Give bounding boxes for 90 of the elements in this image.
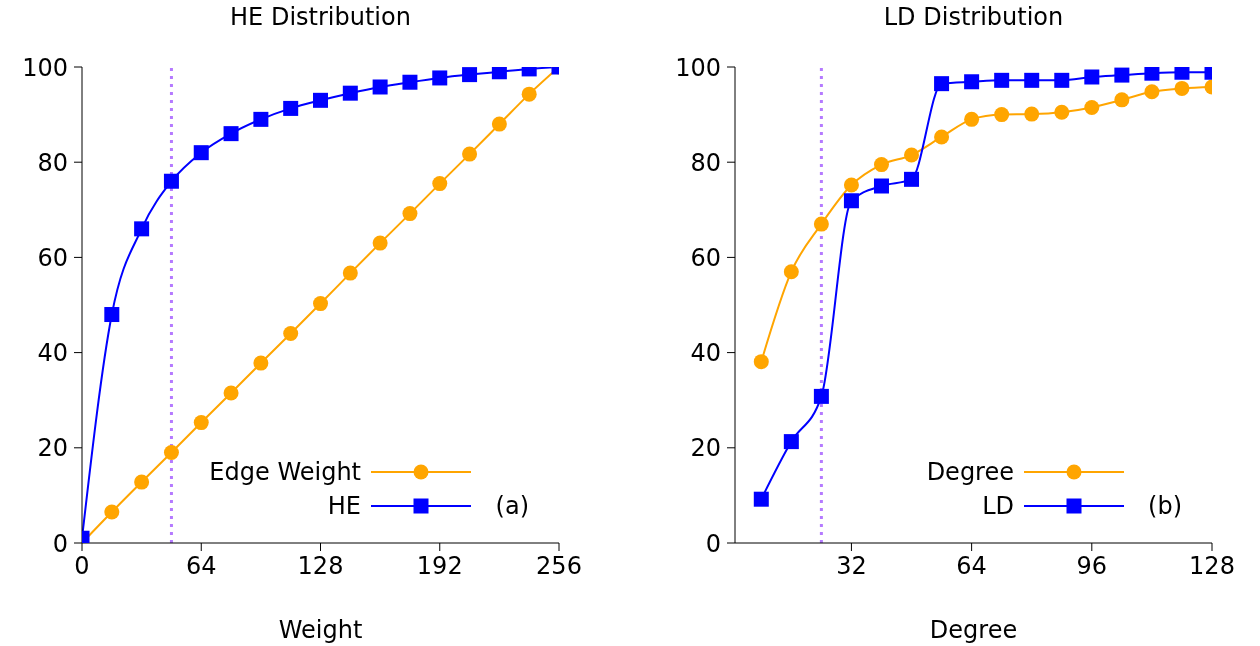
- x-tick-label: 64: [185, 552, 217, 581]
- point: [843, 177, 859, 193]
- x-tick-label: 128: [1189, 552, 1235, 581]
- point: [491, 116, 507, 132]
- point: [994, 107, 1010, 123]
- point: [163, 173, 179, 189]
- x-tick-label: 192: [416, 552, 463, 581]
- point: [253, 111, 269, 127]
- y-tick-label: 100: [675, 53, 721, 82]
- y-tick-label: 60: [690, 243, 721, 272]
- x-axis-title: Weight: [278, 616, 363, 644]
- point: [873, 157, 889, 173]
- point: [1174, 80, 1190, 96]
- point: [193, 415, 209, 431]
- y-tick-label: 80: [37, 148, 68, 177]
- y-tick-label: 60: [37, 243, 68, 272]
- point: [873, 178, 889, 194]
- point: [342, 85, 358, 101]
- legend-label: Degree: [926, 458, 1014, 486]
- legend-label: LD: [982, 492, 1014, 520]
- point: [372, 79, 388, 95]
- point: [402, 206, 418, 222]
- point: [1024, 106, 1040, 122]
- x-tick-label: 32: [836, 552, 867, 581]
- point: [134, 221, 150, 237]
- x-axis-title: Degree: [929, 616, 1018, 644]
- point: [994, 72, 1010, 88]
- point: [753, 354, 769, 370]
- point: [1024, 72, 1040, 88]
- point: [1174, 67, 1190, 80]
- annotation: (a): [495, 491, 529, 522]
- point: [934, 76, 950, 92]
- y-tick-label: 0: [52, 529, 68, 558]
- legend-label: HE: [327, 492, 361, 520]
- y-tick-label: 40: [37, 339, 68, 368]
- point: [1084, 99, 1100, 115]
- point: [402, 74, 418, 90]
- point: [104, 504, 120, 520]
- point: [783, 434, 799, 450]
- point: [462, 67, 478, 83]
- x-tick-label: 128: [297, 552, 344, 581]
- point: [432, 70, 448, 86]
- point: [934, 129, 950, 145]
- y-tick-label: 0: [705, 529, 721, 558]
- point: [1114, 92, 1130, 108]
- point: [283, 100, 299, 116]
- chart-title: LD Distribution: [882, 2, 1065, 33]
- point: [134, 474, 150, 490]
- x-tick-label: 0: [74, 552, 90, 581]
- point: [813, 388, 829, 404]
- chart-title: HE Distribution: [229, 2, 412, 33]
- point: [163, 445, 179, 461]
- point: [313, 92, 328, 108]
- y-tick-label: 20: [37, 434, 68, 463]
- point: [813, 216, 829, 232]
- point: [104, 307, 120, 323]
- point: [1054, 104, 1070, 120]
- x-tick-label: 96: [1076, 552, 1108, 581]
- point: [1084, 69, 1100, 85]
- point: [462, 146, 478, 162]
- x-tick-label: 64: [956, 552, 987, 581]
- y-tick-label: 100: [22, 53, 68, 82]
- point: [1144, 84, 1160, 100]
- y-tick-label: 80: [690, 148, 721, 177]
- y-tick-label: 20: [690, 434, 721, 463]
- point: [904, 147, 920, 163]
- point: [491, 67, 507, 80]
- point: [964, 111, 980, 127]
- annotation: (b): [1148, 491, 1182, 522]
- point: [193, 145, 209, 161]
- point: [313, 296, 328, 312]
- point: [223, 126, 239, 142]
- point: [1114, 67, 1130, 83]
- point: [342, 265, 358, 281]
- point: [1144, 67, 1160, 81]
- point: [753, 491, 769, 507]
- point: [904, 171, 920, 187]
- legend-label: Edge Weight: [209, 458, 361, 486]
- point: [521, 86, 537, 102]
- point: [1054, 72, 1070, 88]
- x-tick-label: 256: [536, 552, 582, 581]
- point: [223, 385, 239, 401]
- point: [783, 264, 799, 280]
- point: [964, 74, 980, 90]
- point: [372, 235, 388, 251]
- y-tick-label: 40: [690, 339, 721, 368]
- point: [432, 176, 448, 192]
- point: [843, 193, 859, 209]
- point: [283, 326, 299, 342]
- point: [253, 355, 269, 371]
